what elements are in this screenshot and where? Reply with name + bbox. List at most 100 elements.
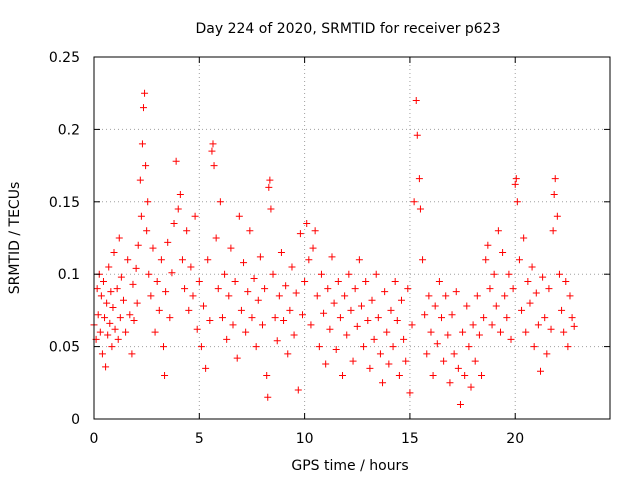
data-point <box>149 244 157 252</box>
data-point <box>307 321 315 329</box>
data-point <box>301 277 309 285</box>
data-point <box>126 311 134 319</box>
data-point <box>237 306 245 314</box>
data-point <box>402 357 410 365</box>
data-point <box>178 256 186 264</box>
grid-lines <box>94 57 610 419</box>
data-point <box>124 256 132 264</box>
data-point <box>374 314 382 322</box>
data-point <box>469 321 477 329</box>
data-point <box>252 343 260 351</box>
data-points <box>90 89 578 409</box>
data-point <box>258 321 266 329</box>
data-point <box>448 311 456 319</box>
data-point <box>383 328 391 336</box>
data-point <box>360 343 368 351</box>
data-point <box>564 343 572 351</box>
data-point <box>366 364 374 372</box>
data-point <box>105 263 113 271</box>
data-point <box>568 314 576 322</box>
data-point <box>496 328 504 336</box>
data-point <box>315 343 323 351</box>
data-point <box>160 343 168 351</box>
data-point <box>136 176 144 184</box>
data-point <box>362 277 370 285</box>
data-point <box>117 273 125 281</box>
data-point <box>119 296 127 304</box>
data-point <box>164 238 172 246</box>
data-point <box>353 322 361 330</box>
data-point <box>465 343 473 351</box>
data-point <box>515 256 523 264</box>
data-point <box>416 205 424 213</box>
data-point <box>195 277 203 285</box>
data-point <box>339 372 347 380</box>
data-point <box>368 296 376 304</box>
axis-ticks: 0 5 10 15 20 0 0.05 0.1 0.15 0.2 0.25 <box>49 50 610 447</box>
data-point <box>305 256 313 264</box>
data-point <box>153 277 161 285</box>
data-point <box>513 198 521 206</box>
data-point <box>157 256 165 264</box>
data-point <box>473 292 481 300</box>
data-point <box>168 269 176 277</box>
data-point <box>209 140 217 148</box>
data-point <box>379 379 387 387</box>
data-point <box>231 277 239 285</box>
data-point <box>246 227 254 235</box>
x-axis-label: GPS time / hours <box>291 458 408 474</box>
data-point <box>162 288 170 296</box>
data-point <box>97 292 105 300</box>
data-point <box>522 328 530 336</box>
x-tick-label: 10 <box>296 431 314 447</box>
data-point <box>547 325 555 333</box>
data-point <box>254 296 262 304</box>
y-tick-label: 0 <box>71 412 80 428</box>
data-point <box>284 350 292 358</box>
data-point <box>144 198 152 206</box>
data-point <box>313 292 321 300</box>
data-point <box>317 270 325 278</box>
data-point <box>391 277 399 285</box>
data-point <box>364 317 372 325</box>
data-point <box>242 328 250 336</box>
data-point <box>410 198 418 206</box>
data-point <box>397 296 405 304</box>
data-point <box>122 328 130 336</box>
x-tick-label: 0 <box>90 431 99 447</box>
data-point <box>303 220 311 228</box>
data-point <box>200 302 208 310</box>
data-point <box>290 331 298 339</box>
data-point <box>530 343 538 351</box>
data-point <box>155 306 163 314</box>
data-point <box>128 350 136 358</box>
data-point <box>185 306 193 314</box>
data-point <box>520 234 528 242</box>
data-point <box>328 253 336 261</box>
data-point <box>357 302 365 310</box>
data-point <box>225 292 233 300</box>
y-tick-label: 0.25 <box>49 50 80 66</box>
y-axis-label: SRMTID / TECUs <box>7 182 23 295</box>
data-point <box>187 263 195 271</box>
data-point <box>271 314 279 322</box>
data-point <box>102 363 110 371</box>
data-point <box>471 357 479 365</box>
data-point <box>488 321 496 329</box>
data-point <box>288 263 296 271</box>
data-point <box>292 289 300 297</box>
data-point <box>526 299 534 307</box>
data-point <box>435 277 443 285</box>
data-point <box>204 256 212 264</box>
data-point <box>400 335 408 343</box>
data-point <box>539 273 547 281</box>
data-point <box>509 285 517 293</box>
data-point <box>395 372 403 380</box>
data-point <box>412 96 420 104</box>
data-point <box>233 354 241 362</box>
data-point <box>558 306 566 314</box>
data-point <box>330 299 338 307</box>
data-point <box>505 270 513 278</box>
data-point <box>98 350 106 358</box>
data-point <box>351 285 359 293</box>
